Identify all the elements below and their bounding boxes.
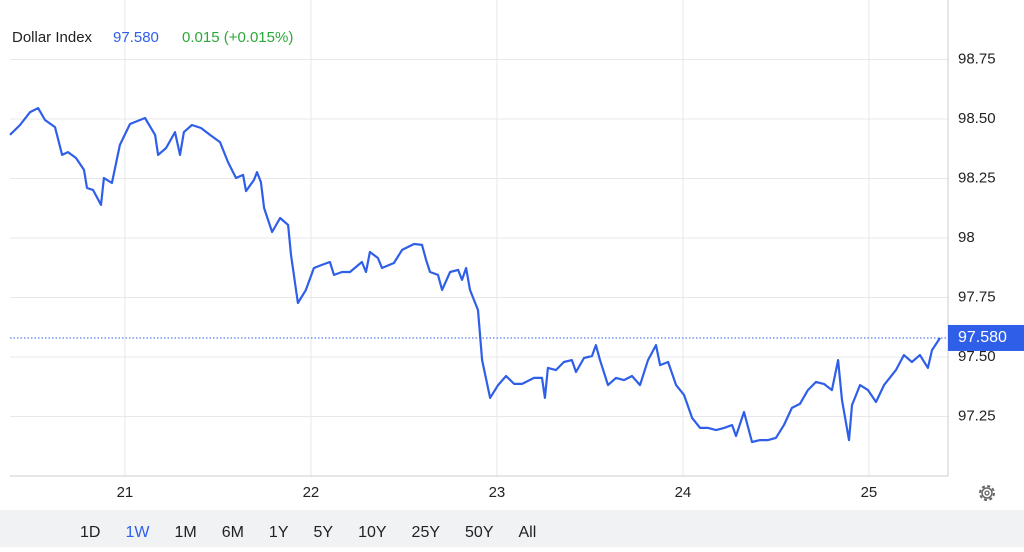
range-button[interactable]: 6M: [222, 524, 244, 541]
y-tick-label: 97.50: [958, 348, 996, 365]
range-button[interactable]: 25Y: [412, 524, 441, 541]
range-button[interactable]: 50Y: [465, 524, 494, 541]
range-bar: [0, 510, 1024, 547]
last-price-box: [948, 324, 1024, 351]
last-price-label: 97.580: [958, 329, 1007, 346]
y-tick-label: 98.50: [958, 110, 996, 127]
last-price: 97.580: [113, 29, 159, 46]
y-tick-label: 98: [958, 229, 975, 246]
y-tick-label: 97.75: [958, 288, 996, 305]
x-tick-label: 25: [861, 484, 878, 501]
chart-title: Dollar Index: [12, 29, 93, 46]
y-tick-label: 98.75: [958, 50, 996, 67]
x-tick-label: 23: [489, 484, 506, 501]
y-tick-label: 97.25: [958, 407, 996, 424]
range-button[interactable]: All: [518, 524, 536, 541]
price-line: [9, 107, 941, 444]
range-button[interactable]: 1Y: [269, 524, 289, 541]
price-change: 0.015 (+0.015%): [182, 29, 293, 46]
range-button[interactable]: 1M: [174, 524, 196, 541]
y-tick-label: 98.25: [958, 169, 996, 186]
range-button[interactable]: 1D: [80, 524, 100, 541]
x-tick-label: 21: [117, 484, 134, 501]
settings-icon[interactable]: [979, 485, 995, 501]
x-tick-label: 22: [303, 484, 320, 501]
range-button[interactable]: 5Y: [314, 524, 334, 541]
range-button[interactable]: 1W: [125, 524, 150, 541]
x-tick-label: 24: [675, 484, 692, 501]
range-button[interactable]: 10Y: [358, 524, 387, 541]
